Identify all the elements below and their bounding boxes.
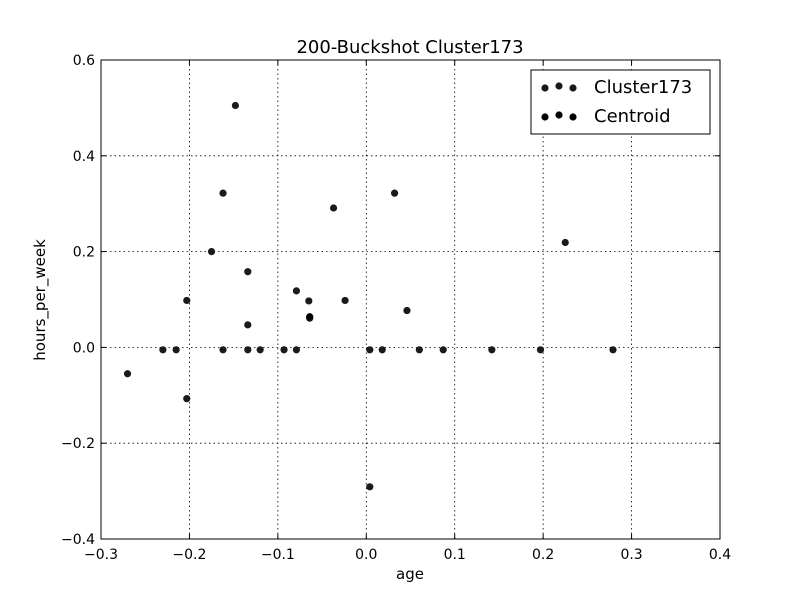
x-tick-label: 0.0 [355,547,377,563]
series-cluster173 [123,101,617,491]
cluster-point [172,346,180,354]
cluster-point [292,346,301,354]
cluster-point [183,395,191,403]
legend-marker [555,82,563,90]
y-axis-label: hours_per_week [31,239,50,361]
cluster-point [366,483,374,491]
cluster-point [390,189,399,197]
x-tick-label: −0.2 [172,547,206,563]
cluster-point [280,346,288,354]
x-tick-label: 0.4 [709,547,731,563]
legend-marker [541,113,549,121]
y-tick-label: 0.2 [73,245,95,261]
centroid-point [306,313,314,321]
legend-label: Cluster173 [594,77,692,98]
cluster-point [439,346,447,354]
x-axis-label: age [396,565,424,583]
legend-marker [541,84,549,92]
cluster-point [341,296,349,305]
cluster-point [244,346,252,354]
legend: Cluster173 Centroid [530,69,711,135]
x-tick-label: 0.2 [532,547,554,563]
cluster-point [207,248,216,256]
x-tick-label: −0.1 [261,547,295,563]
cluster-point [183,296,191,305]
legend-marker [555,111,563,119]
cluster-point [219,346,227,354]
cluster-point [609,346,617,354]
legend-box [530,69,711,135]
plot-frame [100,59,721,540]
cluster-point [366,346,374,354]
chart-title: 200-Buckshot Cluster173 [296,37,523,58]
x-tick-label: 0.3 [620,547,642,563]
cluster-point [415,346,423,354]
cluster-point [219,189,227,197]
cluster-point [561,238,569,247]
cluster-point [403,306,411,315]
x-tick-label: −0.3 [84,547,118,563]
legend-marker [569,84,577,92]
y-tick-label: 0.4 [73,149,95,165]
series-centroid [306,313,314,321]
cluster-point [378,346,386,354]
y-tick-label: 0.6 [73,53,95,69]
x-tick-labels: −0.3 −0.2 −0.1 0.0 0.1 0.2 0.3 0.4 [84,547,731,563]
cluster-point [244,268,252,276]
cluster-point [123,370,132,378]
cluster-point [488,346,496,354]
y-tick-label: −0.2 [61,436,95,452]
y-tick-label: 0.0 [73,340,95,356]
cluster-point [292,287,301,295]
y-tick-labels: −0.4 −0.2 0.0 0.2 0.4 0.6 [61,53,95,548]
cluster-point [256,346,264,354]
cluster-point [305,297,313,305]
cluster-point [536,346,545,354]
legend-marker [569,113,577,121]
data-points [123,101,617,491]
cluster-point [159,346,167,354]
y-tick-label: −0.4 [61,532,95,548]
legend-label: Centroid [594,106,671,127]
cluster-point [231,101,240,110]
cluster-point [329,204,338,212]
cluster-point [244,321,252,329]
x-tick-label: 0.1 [444,547,466,563]
